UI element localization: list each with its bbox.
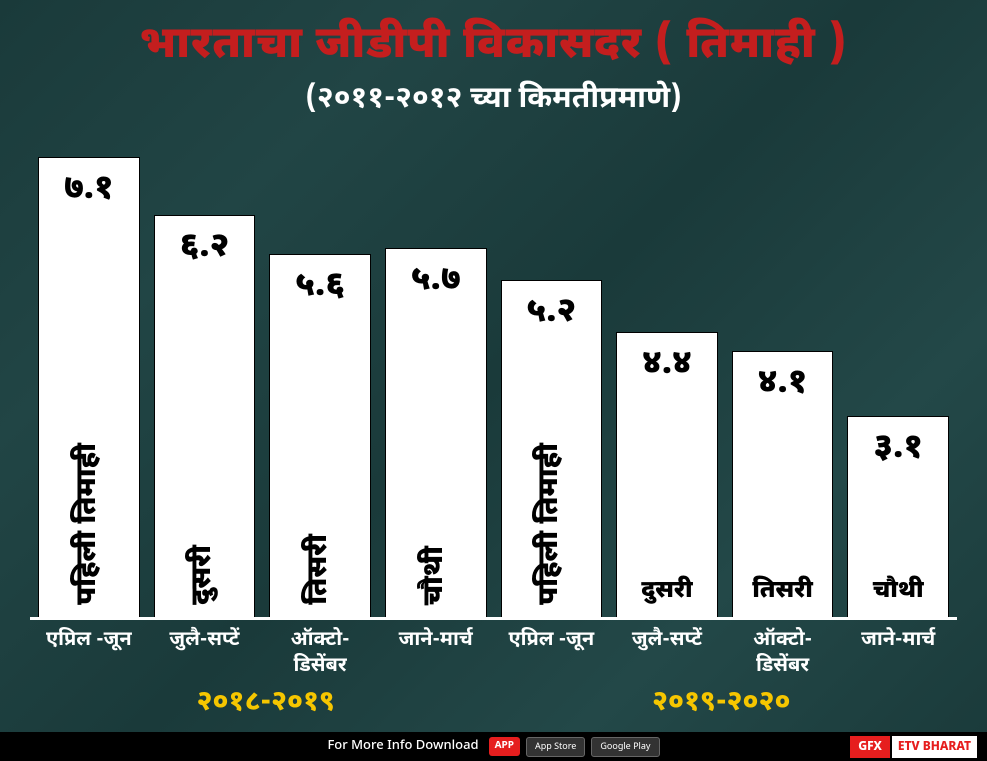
googleplay-badge: Google Play (591, 737, 659, 757)
bar-quarter-label: चौथी (873, 575, 924, 607)
x-label: एप्रिल -जून (38, 628, 140, 680)
bar-quarter-label: दुसरी (186, 545, 222, 605)
bar-7: ३.१ चौथी (847, 416, 949, 617)
footer: For More Info Download APP App Store Goo… (0, 732, 987, 761)
x-label: जुलै-सप्टें (616, 628, 718, 680)
appstore-badge: App Store (526, 737, 585, 757)
main-title: भारताचा जीडीपी विकासदर ( तिमाही ) (20, 18, 967, 75)
x-axis-labels: एप्रिल -जूनजुलै-सप्टेंऑक्टो-डिसेंबरजाने-… (30, 620, 957, 680)
bar-value: ६.२ (179, 226, 229, 270)
brand-etv: ETV BHARAT (892, 736, 977, 758)
subtitle: (२०११-२०१२ च्या किमतीप्रमाणे) (20, 81, 967, 120)
x-label: जुलै-सप्टें (154, 628, 256, 680)
bar-1: ६.२ दुसरी (154, 215, 256, 617)
x-label: जाने-मार्च (847, 628, 949, 680)
bar-3: ५.७ चौथी (385, 248, 487, 617)
year-groups: २०१८-२०१९२०१९-२०२० (30, 680, 957, 722)
footer-text: For More Info Download (327, 738, 478, 755)
bar-quarter-label: पहिली तिमाही (533, 443, 569, 605)
bar-4: ५.२ पहिली तिमाही (501, 280, 603, 617)
app-badge: APP (489, 737, 520, 756)
year-group-0: २०१८-२०१९ (38, 686, 494, 722)
x-label: ऑक्टो-डिसेंबर (269, 628, 371, 680)
x-label: जाने-मार्च (385, 628, 487, 680)
bar-0: ७.१ पहिली तिमाही (38, 157, 140, 617)
x-label: एप्रिल -जून (501, 628, 603, 680)
footer-badges: APP App Store Google Play (489, 737, 660, 757)
bar-quarter-label: चौथी (418, 546, 454, 605)
title-area: भारताचा जीडीपी विकासदर ( तिमाही ) (२०११-… (0, 0, 987, 130)
bar-quarter-label: दुसरी (641, 575, 692, 607)
year-group-1: २०१९-२०२० (494, 686, 950, 722)
bar-value: ४.१ (758, 362, 808, 406)
bar-value: ७.१ (64, 168, 114, 212)
bar-value: ५.६ (295, 265, 345, 309)
chart-container: भारताचा जीडीपी विकासदर ( तिमाही ) (२०११-… (0, 0, 987, 761)
bar-value: ५.७ (411, 259, 461, 303)
bar-value: ५.२ (526, 291, 576, 335)
bar-6: ४.१ तिसरी (732, 351, 834, 617)
bar-value: ४.४ (642, 343, 692, 387)
bar-quarter-label: तिसरी (752, 575, 813, 607)
bar-value: ३.१ (873, 427, 923, 471)
bar-quarter-label: पहिली तिमाही (71, 443, 107, 605)
bar-5: ४.४ दुसरी (616, 332, 718, 617)
bars-row: ७.१पहिली तिमाही६.२दुसरी५.६तिसरी५.७चौथी५.… (30, 160, 957, 620)
bar-quarter-label: तिसरी (302, 534, 338, 605)
brand-logo: GFX ETV BHARAT (850, 736, 977, 758)
bar-2: ५.६ तिसरी (269, 254, 371, 617)
chart-area: ७.१पहिली तिमाही६.२दुसरी५.६तिसरी५.७चौथी५.… (30, 160, 957, 722)
x-label: ऑक्टो-डिसेंबर (732, 628, 834, 680)
brand-gfx: GFX (850, 736, 890, 758)
